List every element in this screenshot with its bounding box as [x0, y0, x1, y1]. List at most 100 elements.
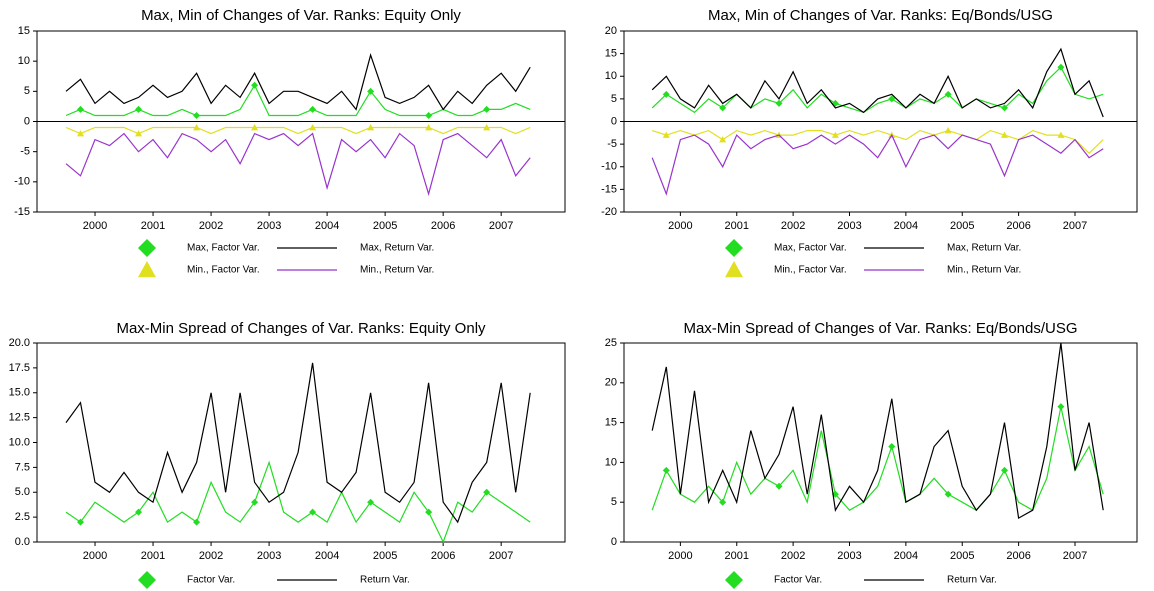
legend-label: Min., Return Var. — [947, 265, 1021, 276]
series-marker — [309, 105, 317, 113]
legend-label: Min., Return Var. — [360, 265, 434, 276]
y-tick-label: 2.5 — [15, 511, 30, 523]
y-tick-label: 15 — [605, 48, 617, 60]
series-marker — [193, 124, 201, 131]
legend-label: Return Var. — [947, 575, 997, 586]
series-marker — [135, 130, 143, 137]
series-marker — [483, 124, 491, 131]
y-tick-label: 17.5 — [9, 362, 30, 374]
series-line — [65, 362, 531, 524]
x-tick-label: 2000 — [668, 220, 692, 232]
legend-symbol — [725, 239, 743, 257]
series-marker — [367, 87, 375, 95]
series-marker — [944, 490, 952, 498]
series-marker — [251, 498, 259, 506]
y-tick-label: 0 — [24, 115, 30, 127]
series-line — [651, 133, 1104, 196]
x-tick-label: 2004 — [315, 550, 339, 562]
legend-symbol — [138, 571, 156, 589]
legend-label: Factor Var. — [187, 575, 235, 586]
series-line — [651, 406, 1104, 512]
series-line — [65, 132, 531, 197]
x-tick-label: 2005 — [950, 220, 974, 232]
x-tick-label: 2005 — [373, 550, 397, 562]
series-marker — [1001, 466, 1009, 474]
x-tick-label: 2007 — [489, 220, 513, 232]
x-tick-label: 2002 — [199, 220, 223, 232]
chart-title: Max-Min Spread of Changes of Var. Ranks:… — [116, 320, 486, 337]
series-marker — [367, 498, 375, 506]
y-tick-label: 12.5 — [9, 412, 30, 424]
series-marker — [944, 127, 952, 134]
series-marker — [719, 498, 727, 506]
x-tick-label: 2006 — [431, 220, 455, 232]
y-tick-label: 20 — [605, 377, 617, 389]
y-tick-label: 10 — [605, 70, 617, 82]
y-tick-label: -10 — [14, 176, 30, 188]
series-marker — [77, 130, 85, 137]
series-marker — [425, 111, 433, 119]
series-line — [65, 84, 531, 117]
series-line — [651, 66, 1104, 114]
series-line — [65, 126, 531, 135]
chart-title: Max, Min of Changes of Var. Ranks: Equit… — [141, 7, 461, 24]
y-tick-label: 5 — [611, 93, 617, 105]
series-marker — [77, 518, 85, 526]
series-marker — [1057, 131, 1065, 138]
x-tick-label: 2006 — [1006, 220, 1030, 232]
y-tick-label: 10.0 — [9, 436, 30, 448]
legend-symbol — [725, 571, 743, 589]
x-tick-label: 2003 — [257, 220, 281, 232]
legend-label: Return Var. — [360, 575, 410, 586]
series-marker — [135, 508, 143, 516]
y-tick-label: 0 — [611, 115, 617, 127]
y-tick-label: 7.5 — [15, 461, 30, 473]
x-tick-label: 2007 — [1063, 550, 1087, 562]
x-tick-label: 2007 — [1063, 220, 1087, 232]
chart-title: Max, Min of Changes of Var. Ranks: Eq/Bo… — [708, 7, 1053, 24]
x-tick-label: 2001 — [725, 220, 749, 232]
x-tick-label: 2002 — [781, 550, 805, 562]
series-marker — [888, 442, 896, 450]
y-tick-label: 0 — [611, 536, 617, 548]
series-marker — [77, 105, 85, 113]
series-marker — [831, 99, 839, 107]
series-marker — [425, 508, 433, 516]
series-marker — [135, 105, 143, 113]
y-tick-label: 15.0 — [9, 387, 30, 399]
y-tick-label: 10 — [605, 456, 617, 468]
legend-symbol — [725, 261, 743, 278]
series-line — [65, 460, 531, 544]
series-marker — [193, 518, 201, 526]
x-tick-label: 2000 — [83, 550, 107, 562]
series-marker — [1001, 104, 1009, 112]
series-marker — [944, 90, 952, 98]
series-marker — [719, 104, 727, 112]
series-marker — [309, 124, 317, 131]
series-marker — [251, 124, 259, 131]
y-tick-label: 5.0 — [15, 486, 30, 498]
legend-label: Max, Return Var. — [947, 243, 1021, 254]
series-marker — [367, 124, 375, 131]
x-tick-label: 2005 — [373, 220, 397, 232]
series-line — [65, 53, 531, 111]
y-tick-label: 5 — [611, 496, 617, 508]
legend-label: Max, Return Var. — [360, 243, 434, 254]
series-line — [652, 129, 1104, 155]
x-tick-label: 2001 — [725, 550, 749, 562]
x-tick-label: 2005 — [950, 550, 974, 562]
chart-title: Max-Min Spread of Changes of Var. Ranks:… — [683, 320, 1077, 337]
series-marker — [251, 81, 259, 89]
series-marker — [831, 131, 839, 138]
legend-label: Max, Factor Var. — [187, 243, 260, 254]
y-tick-label: 20 — [605, 25, 617, 37]
series-marker — [193, 111, 201, 119]
x-tick-label: 2006 — [431, 550, 455, 562]
legend-label: Min., Factor Var. — [774, 265, 847, 276]
x-tick-label: 2004 — [894, 550, 918, 562]
y-tick-label: -20 — [601, 206, 617, 218]
y-tick-label: 5 — [24, 85, 30, 97]
series-line — [651, 342, 1104, 520]
